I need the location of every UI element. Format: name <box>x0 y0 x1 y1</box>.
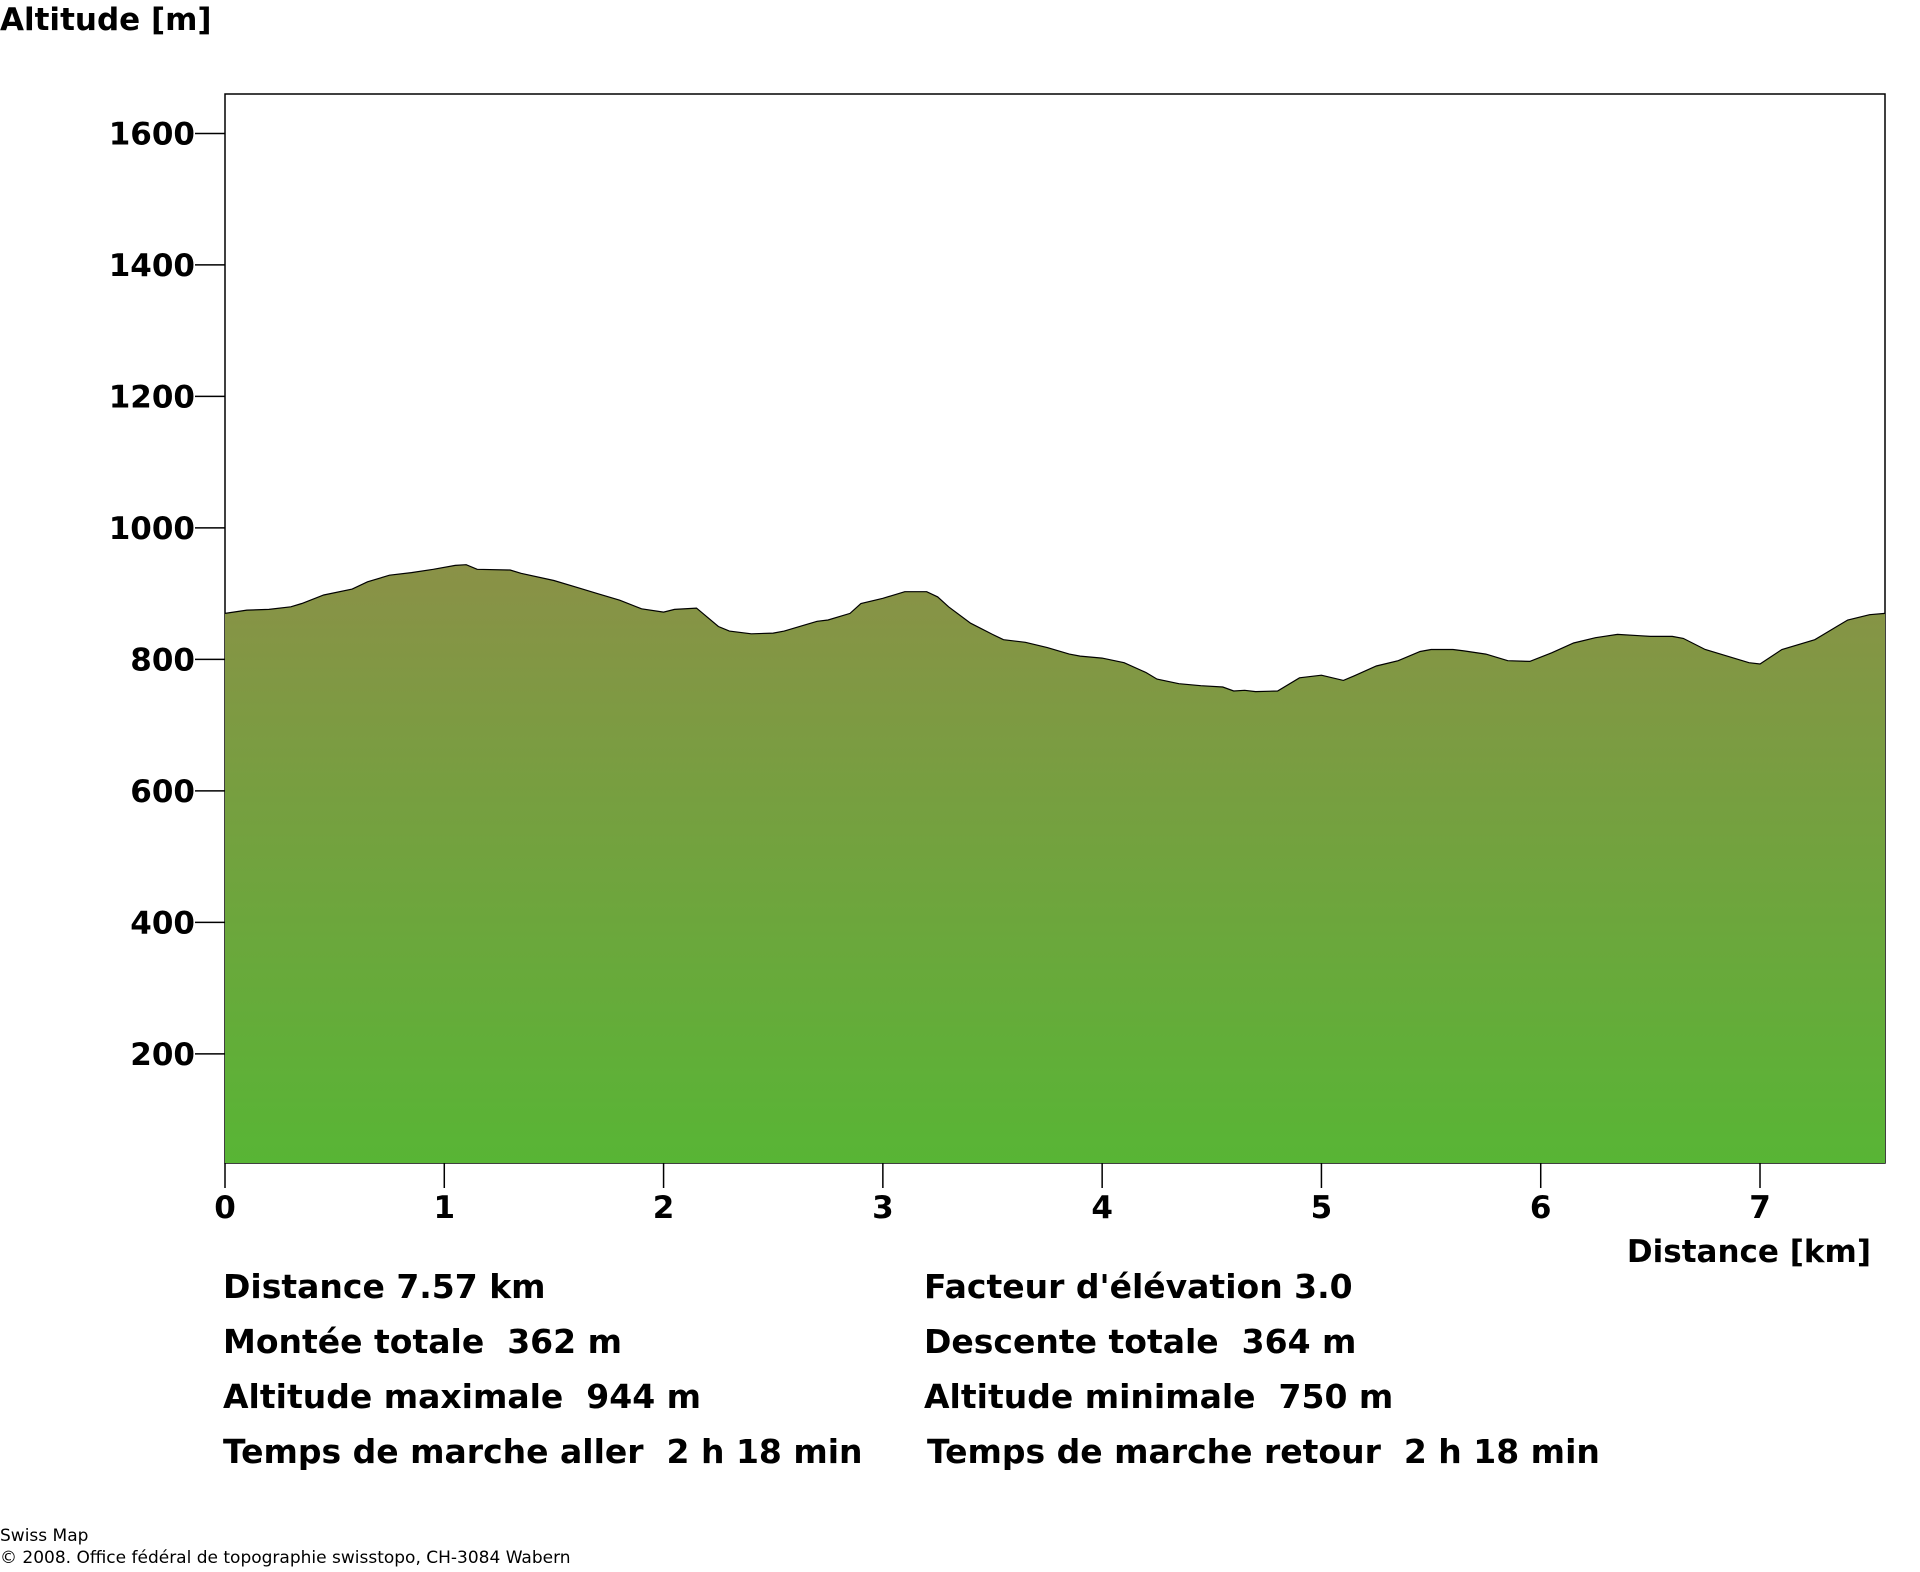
x-tick-label: 5 <box>1311 1190 1333 1226</box>
terrain-area <box>225 564 1885 1163</box>
terrain-outline <box>224 564 1886 693</box>
y-tick-label: 1600 <box>109 116 195 152</box>
stat-max-altitude: Altitude maximale 944 m <box>223 1377 702 1416</box>
x-axis-title: Distance [km] <box>1627 1234 1871 1270</box>
x-tick-label: 3 <box>872 1190 894 1226</box>
x-tick-label: 4 <box>1091 1190 1113 1226</box>
footer-product: Swiss Map <box>0 1526 89 1546</box>
y-tick-label: 600 <box>130 774 195 810</box>
y-tick-label: 800 <box>130 642 195 678</box>
y-tick-label: 1000 <box>109 511 195 547</box>
stat-min-altitude: Altitude minimale 750 m <box>924 1377 1394 1416</box>
x-tick-label: 0 <box>214 1190 236 1226</box>
x-tick-label: 2 <box>653 1190 675 1226</box>
x-tick-label: 6 <box>1530 1190 1552 1226</box>
y-tick-label: 1200 <box>109 379 195 415</box>
stat-total-descent: Descente totale 364 m <box>924 1322 1357 1361</box>
stat-distance: Distance 7.57 km <box>223 1267 546 1306</box>
elevation-chart: 200 400 600 800 1000 1200 1400 1600 0 1 2 3 4 5 6 7 Di… <box>109 93 1886 1270</box>
y-tick-label: 200 <box>130 1037 195 1073</box>
y-axis-title: Altitude [m] <box>0 2 212 38</box>
stat-walk-time-out: Temps de marche aller 2 h 18 min <box>223 1432 863 1471</box>
y-tick-label: 400 <box>130 905 195 941</box>
y-tick-label: 1400 <box>109 248 195 284</box>
stat-walk-time-back: Temps de marche retour 2 h 18 min <box>927 1432 1600 1471</box>
x-tick-label: 7 <box>1749 1190 1771 1226</box>
footer-copyright: © 2008. Office fédéral de topographie sw… <box>0 1548 571 1568</box>
stat-elevation-factor: Facteur d'élévation 3.0 <box>924 1267 1353 1306</box>
stat-total-ascent: Montée totale 362 m <box>223 1322 622 1361</box>
x-tick-label: 1 <box>433 1190 455 1226</box>
